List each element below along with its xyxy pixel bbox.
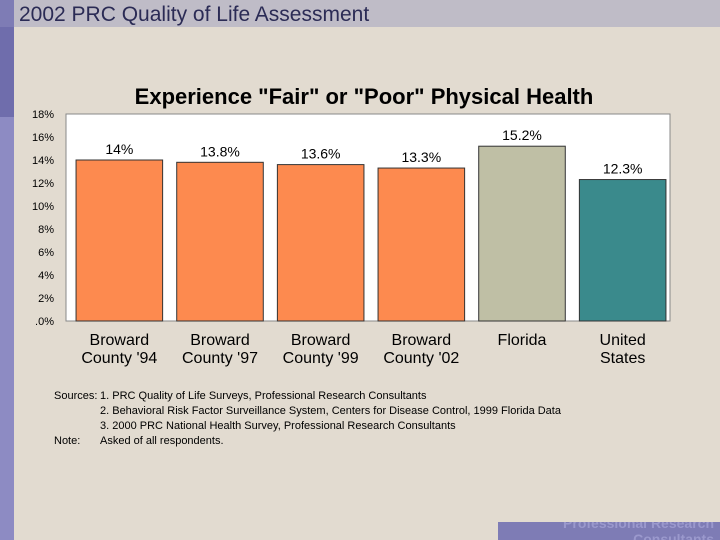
y-tick-label: 16% (32, 132, 54, 144)
category-label: Broward (190, 332, 250, 349)
note-text: Asked of all respondents. (100, 435, 224, 447)
category-label: United (600, 332, 646, 349)
source-1: 1. PRC Quality of Life Surveys, Professi… (100, 390, 427, 402)
y-tick-label: 14% (32, 155, 54, 167)
category-label: Broward (291, 332, 351, 349)
y-tick-label: 12% (32, 178, 54, 190)
left-stripe-accent (0, 27, 14, 117)
title-bar-accent (0, 0, 14, 27)
slide-title: 2002 PRC Quality of Life Assessment (19, 3, 370, 26)
bar (176, 161, 264, 322)
data-label: 15.2% (502, 127, 542, 143)
data-label: 12.3% (603, 161, 643, 177)
data-label: 13.3% (401, 149, 441, 165)
footer-text: Professional Research Consultants (563, 522, 714, 540)
y-tick-label: 18% (32, 109, 54, 121)
y-tick-label: 4% (38, 270, 54, 282)
category-label: County '94 (81, 350, 157, 367)
note-label: Note: (54, 435, 81, 447)
bar (578, 179, 667, 322)
data-label: 14% (105, 141, 133, 157)
y-tick-label: 6% (38, 247, 54, 259)
bar (478, 145, 566, 322)
left-stripe (0, 27, 14, 540)
category-label: Broward (90, 332, 150, 349)
y-tick-label: 10% (32, 201, 54, 213)
bar (276, 164, 365, 322)
bar (377, 167, 466, 322)
category-label: States (600, 350, 645, 367)
source-3: 3. 2000 PRC National Health Survey, Prof… (100, 420, 456, 432)
sources-label: Sources: (54, 390, 98, 402)
data-label: 13.6% (301, 146, 341, 162)
chart-title: Experience "Fair" or "Poor" Physical Hea… (134, 84, 594, 109)
source-2: 2. Behavioral Risk Factor Surveillance S… (100, 405, 561, 417)
plot-area (65, 113, 671, 322)
sources-notes: Sources: 1. PRC Quality of Life Surveys, … (54, 389, 561, 449)
data-label: 13.8% (200, 143, 240, 159)
footer-bar: Professional Research Consultants (498, 522, 720, 540)
category-label: Florida (498, 332, 547, 349)
y-tick-label: 8% (38, 224, 54, 236)
category-label: County '97 (182, 350, 258, 367)
title-bar: 2002 PRC Quality of Life Assessment (0, 0, 720, 27)
category-label: Broward (392, 332, 452, 349)
y-tick-label: .0% (35, 316, 54, 328)
bar (75, 159, 164, 322)
y-tick-label: 2% (38, 293, 54, 305)
category-label: County '99 (283, 350, 359, 367)
category-label: County '02 (383, 350, 459, 367)
